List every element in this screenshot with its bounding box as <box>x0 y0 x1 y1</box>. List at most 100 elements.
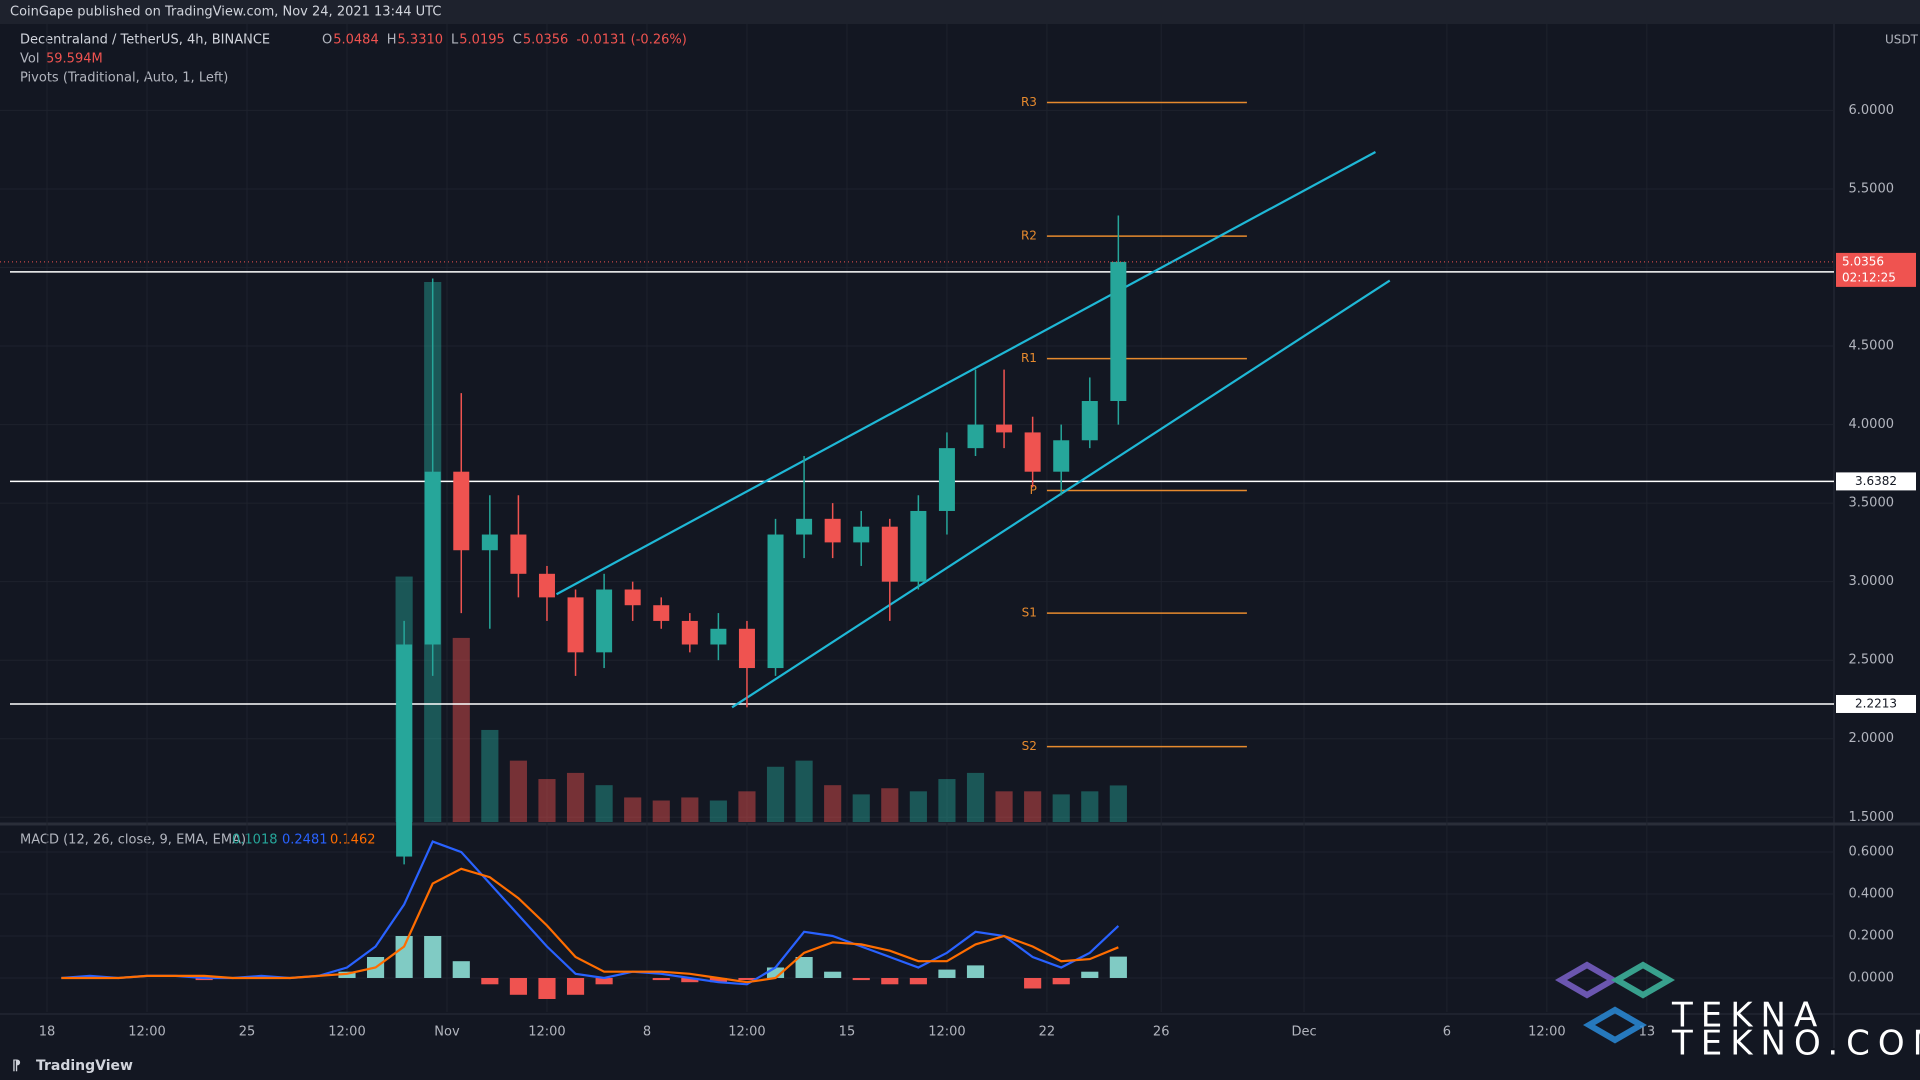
volume-bar <box>909 791 927 822</box>
macd-histogram-bar <box>1024 977 1042 989</box>
x-tick-label: 18 <box>39 1025 56 1040</box>
candle-body <box>910 510 927 582</box>
volume-bar <box>452 637 470 822</box>
candle-body <box>624 589 641 606</box>
ohlc-value: 5.0484 <box>333 33 379 48</box>
candle-body <box>481 534 498 551</box>
y-tick-label: 4.5000 <box>1849 339 1895 354</box>
macd-histogram-bar <box>452 961 470 978</box>
macd-histogram-bar <box>795 956 813 978</box>
candle-body <box>596 589 613 653</box>
pivot-label: R2 <box>1021 229 1037 243</box>
macd-title: MACD (12, 26, close, 9, EMA, EMA) <box>20 833 246 848</box>
candle-body <box>653 605 670 621</box>
ohlc-key: C <box>513 33 522 48</box>
volume-bar <box>938 779 956 822</box>
volume-bar <box>966 772 985 822</box>
macd-histogram-bar <box>824 971 842 978</box>
volume-bar <box>566 772 585 822</box>
ohlc-key: H <box>387 33 397 48</box>
footer <box>0 1048 1920 1080</box>
x-tick-label: 22 <box>1039 1025 1056 1040</box>
ohlc-value: 5.3310 <box>398 33 444 48</box>
macd-value: 0.2481 <box>282 833 328 848</box>
published-note: CoinGape published on TradingView.com, N… <box>10 5 441 20</box>
volume-bar <box>881 788 899 822</box>
x-tick-label: 13 <box>1639 1025 1656 1040</box>
candle-body <box>1081 401 1098 441</box>
x-tick-label: 12:00 <box>328 1025 365 1040</box>
macd-histogram-bar <box>509 977 527 995</box>
macd-histogram-bar <box>909 977 927 985</box>
volume-bar <box>824 785 842 822</box>
macd-histogram-bar <box>938 969 956 978</box>
macd-histogram-bar <box>852 977 870 981</box>
ohlc-value: -0.0131 (-0.26%) <box>576 33 686 48</box>
y-tick-label: 2.0000 <box>1849 731 1895 746</box>
volume-bar <box>1024 791 1042 822</box>
macd-tick-label: 0.4000 <box>1849 887 1895 902</box>
macd-histogram-bar <box>395 936 413 978</box>
volume-bar <box>1109 785 1127 822</box>
candle-body <box>796 518 813 535</box>
macd-histogram-bar <box>1081 971 1099 978</box>
volume-bar <box>738 791 756 822</box>
volume-value: 59.594M <box>46 52 103 67</box>
price-unit: USDT <box>1885 33 1919 47</box>
macd-histogram-bar <box>766 967 785 978</box>
pivot-label: S2 <box>1022 739 1037 753</box>
candle-body <box>824 518 841 543</box>
macd-histogram-bar <box>738 977 756 981</box>
volume-bar <box>795 760 813 822</box>
y-tick-label: 2.5000 <box>1849 653 1895 668</box>
candle-body <box>510 534 527 574</box>
x-tick-label: 25 <box>239 1025 256 1040</box>
volume-bar <box>595 785 613 822</box>
countdown-label: 02:12:25 <box>1842 270 1896 284</box>
x-tick-label: 12:00 <box>528 1025 565 1040</box>
y-tick-label: 5.5000 <box>1849 181 1895 196</box>
candle-body <box>967 424 984 449</box>
volume-bar <box>538 779 556 822</box>
candle-body <box>453 471 470 551</box>
x-tick-label: 12:00 <box>928 1025 965 1040</box>
macd-histogram-bar <box>1052 977 1070 985</box>
x-tick-label: 12:00 <box>128 1025 165 1040</box>
candle-body <box>853 526 870 543</box>
macd-tick-label: 0.6000 <box>1849 845 1895 860</box>
watermark-line-2: TEKNO.COM <box>1671 1024 1920 1064</box>
y-tick-label: 3.0000 <box>1849 574 1895 589</box>
level-label-box <box>1836 694 1916 713</box>
volume-bar <box>509 760 527 822</box>
volume-bar <box>481 729 499 822</box>
macd-histogram-bar <box>681 977 699 983</box>
candle-body <box>538 573 555 598</box>
signal-line <box>61 867 1119 984</box>
macd-histogram-bar <box>709 977 727 983</box>
pivot-label: P <box>1030 483 1037 497</box>
macd-tick-label: 0.2000 <box>1849 929 1895 944</box>
watermark-line-1: TEKNA <box>1671 996 1825 1036</box>
y-tick-label: 3.5000 <box>1849 496 1895 511</box>
volume-bar <box>995 791 1013 822</box>
volume-bar <box>681 797 699 822</box>
volume-bar <box>766 766 785 822</box>
x-tick-label: 12:00 <box>1528 1025 1565 1040</box>
x-tick-label: 8 <box>643 1025 651 1040</box>
y-tick-label: 4.0000 <box>1849 417 1895 432</box>
candle-body <box>1053 440 1070 472</box>
volume-bar <box>624 797 642 822</box>
pivot-label: R3 <box>1021 95 1037 109</box>
footer-brand: TradingView <box>36 1058 133 1074</box>
x-tick-label: Dec <box>1291 1025 1316 1040</box>
pivot-label: S1 <box>1022 606 1037 620</box>
level-label: 2.2213 <box>1855 696 1897 710</box>
volume-bar <box>1081 791 1099 822</box>
volume-bar <box>1052 794 1070 822</box>
candle-body <box>938 448 955 511</box>
ohlc-value: 5.0356 <box>523 33 569 48</box>
y-tick-label: 6.0000 <box>1849 103 1895 118</box>
x-tick-label: 6 <box>1443 1025 1451 1040</box>
ohlc-key: L <box>451 33 459 48</box>
